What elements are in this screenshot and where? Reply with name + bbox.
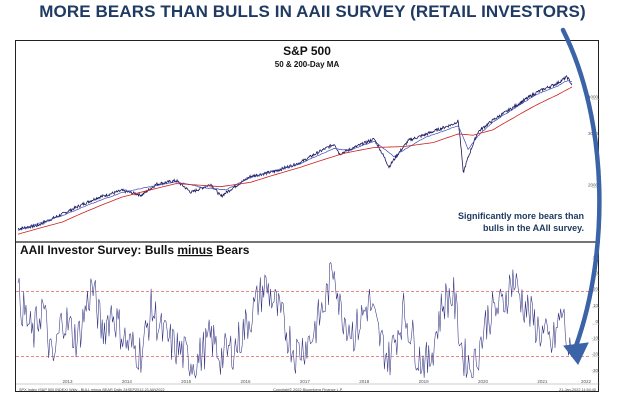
survey-y-tick-label: -10: [591, 335, 598, 340]
x-tick-label: 2014: [122, 379, 133, 384]
price-y-tick-label: 3000: [588, 131, 599, 136]
price-series-price: [17, 75, 573, 231]
chart-frame: 4000 3000 2000 40 30 20 10 0 -10 -20 -30 S&P 500 …: [15, 40, 600, 392]
survey-title-part-3: Bears: [213, 243, 250, 257]
survey-series-line: [17, 261, 572, 379]
price-lines: [17, 75, 573, 235]
price-chart-subtitle: 50 & 200-Day MA: [275, 60, 340, 69]
x-tick-label: 2018: [359, 379, 370, 384]
price-y-tick-label: 4000: [588, 95, 599, 100]
survey-y-tick-label: 30: [593, 270, 599, 275]
x-tick-label: 2013: [62, 379, 73, 384]
survey-title-part-2: minus: [177, 243, 213, 257]
x-tick-label: 2020: [478, 379, 489, 384]
survey-axis-grid: 40 30 20 10 0 -10 -20 -30: [16, 254, 600, 374]
footer-center: Copyright© 2022 Bloomberg Finance L.P.: [273, 388, 343, 392]
x-axis-ticks: 2012201320142015201620172018201920202021…: [62, 379, 592, 384]
footer-right: 21-Jan-2022 11:54:40: [559, 388, 596, 392]
x-tick-label: 2016: [241, 379, 252, 384]
survey-y-tick-label: 10: [593, 303, 599, 308]
headline: MORE BEARS THAN BULLS IN AAII SURVEY (RE…: [39, 2, 586, 21]
survey-lines: [17, 261, 572, 379]
survey-chart-title: AAII Investor Survey: Bulls minus Bears: [20, 243, 250, 257]
survey-y-tick-label: -30: [591, 368, 598, 373]
x-tick-label: 2022: [581, 379, 592, 384]
price-series-ma200: [17, 86, 573, 235]
annotation-line-2: bulls in the AAII survey.: [483, 223, 584, 233]
footer-left: SPX Index (S&P 500 INDEX) Wkly - BULL mi…: [19, 388, 165, 392]
price-axis-grid: 4000 3000 2000: [588, 95, 600, 188]
survey-y-tick-label: -20: [591, 352, 598, 357]
survey-title-part-1: AAII Investor Survey: Bulls: [20, 243, 177, 257]
x-tick-label: 2021: [537, 379, 548, 384]
survey-y-tick-label: 0: [595, 319, 598, 324]
annotation-line-1: Significantly more bears than: [458, 211, 584, 221]
x-tick-label: 2015: [181, 379, 192, 384]
x-tick-label: 2017: [300, 379, 311, 384]
price-series-ma50: [17, 80, 573, 231]
price-chart-title: S&P 500: [283, 44, 331, 58]
price-y-tick-label: 2000: [588, 182, 599, 187]
survey-y-tick-label: 20: [593, 287, 599, 292]
survey-y-tick-label: 40: [593, 254, 599, 259]
x-tick-label: 2019: [419, 379, 430, 384]
